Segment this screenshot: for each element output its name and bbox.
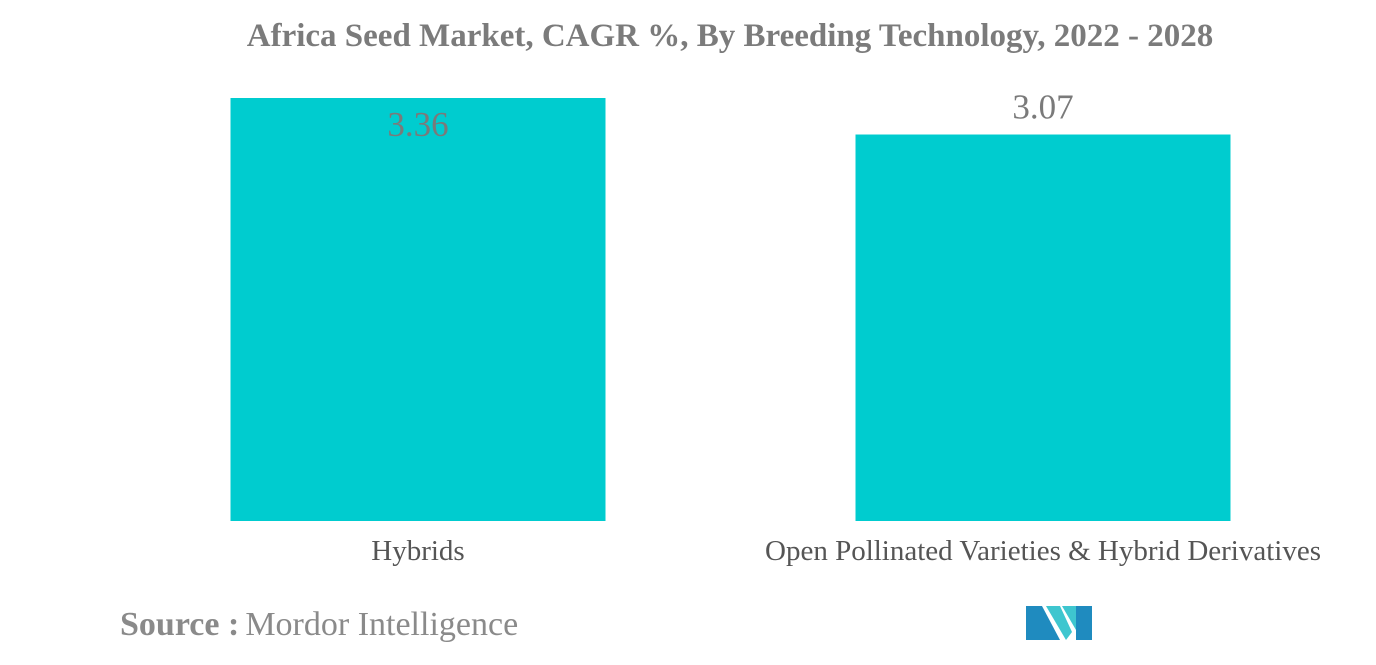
category-label-1: Open Pollinated Varieties & Hybrid Deriv… (765, 535, 1321, 567)
category-label-0: Hybrids (371, 535, 464, 567)
data-label-1: 3.07 (1012, 88, 1073, 127)
chart-title: Africa Seed Market, CAGR %, By Breeding … (246, 18, 1214, 54)
logo-left-shape (1026, 606, 1060, 640)
mordor-intelligence-logo-icon (1026, 606, 1092, 640)
source-note: Source : Mordor Intelligence (120, 606, 518, 644)
logo-middle-shape (1046, 606, 1072, 640)
bar-0 (230, 98, 606, 521)
source-label: Source : (120, 606, 240, 643)
data-label-0: 3.36 (387, 105, 448, 144)
source-value: Mordor Intelligence (245, 606, 519, 643)
logo-right-shape (1076, 606, 1092, 640)
bar-1 (855, 134, 1231, 522)
bar-chart: 3.36 Hybrids 3.07 Open Pollinated Varieties… (230, 88, 1321, 567)
logo-accent-shape (1062, 606, 1076, 630)
